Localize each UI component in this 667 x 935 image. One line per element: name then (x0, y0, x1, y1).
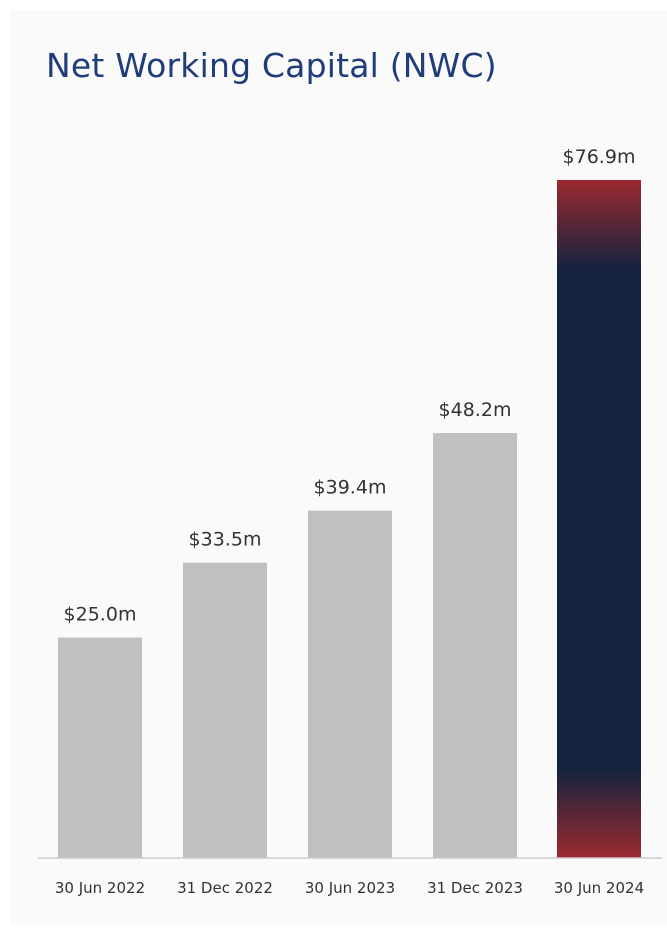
value-label-5: $76.9m (563, 146, 636, 168)
category-label-2: 31 Dec 2022 (177, 879, 273, 897)
bar-2 (183, 563, 267, 858)
category-label-5: 30 Jun 2024 (554, 879, 644, 897)
bar-5 (557, 180, 641, 858)
value-label-3: $39.4m (314, 477, 387, 499)
bar-4 (433, 433, 517, 858)
category-labels-group: 30 Jun 2022 31 Dec 2022 30 Jun 2023 31 Dec … (55, 879, 644, 897)
value-label-2: $33.5m (189, 529, 262, 551)
bar-3 (308, 511, 392, 858)
category-label-4: 31 Dec 2023 (427, 879, 523, 897)
value-label-4: $48.2m (439, 399, 512, 421)
category-label-3: 30 Jun 2023 (305, 879, 395, 897)
bars-group: $25.0m $33.5m $39.4m $48.2m $76.9m (58, 146, 641, 858)
value-label-1: $25.0m (64, 604, 137, 626)
category-label-1: 30 Jun 2022 (55, 879, 145, 897)
bar-1 (58, 638, 142, 858)
